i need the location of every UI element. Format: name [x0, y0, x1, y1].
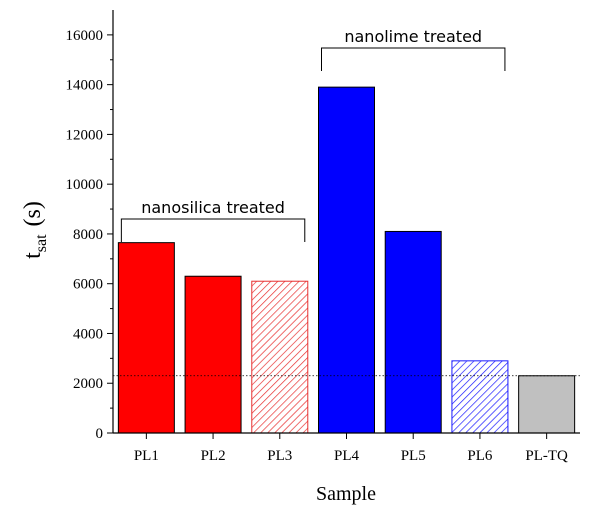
bar-pl3 — [251, 280, 309, 434]
bar-pl4 — [318, 86, 375, 434]
y-tick-label-14000: 14000 — [66, 78, 104, 94]
annotation-label-1: nanosilica treated — [141, 198, 285, 217]
y-tick-label-0: 0 — [96, 426, 104, 442]
y-axis-title-main: t — [20, 252, 46, 259]
x-tick-label-pl5: PL5 — [401, 448, 426, 464]
x-tick-label-pl2: PL2 — [201, 448, 226, 464]
x-tick-label-pl6: PL6 — [467, 448, 493, 464]
bar-pl2 — [184, 275, 242, 434]
x-axis-title: Sample — [316, 483, 376, 505]
y-axis-title-subscript: sat — [33, 234, 50, 252]
bar-pl-tq — [518, 375, 576, 434]
annotation-bracket-1 — [120, 218, 306, 242]
y-tick-label-2000: 2000 — [73, 376, 103, 392]
annotation-label-2: nanolime treated — [344, 27, 482, 46]
bar-pl1 — [117, 242, 175, 434]
bars — [117, 86, 576, 434]
bar-pl5 — [384, 230, 442, 434]
y-tick-label-10000: 10000 — [66, 177, 104, 193]
y-tick-label-4000: 4000 — [73, 326, 103, 342]
x-tick-label-pl1: PL1 — [134, 448, 159, 464]
y-tick-label-12000: 12000 — [66, 127, 104, 143]
y-tick-label-6000: 6000 — [73, 277, 103, 293]
y-axis-title-unit: (s) — [20, 201, 46, 226]
annotation-bracket-2 — [321, 47, 506, 71]
y-tick-label-8000: 8000 — [73, 227, 103, 243]
y-axis-title: tsat (s) — [20, 201, 50, 259]
x-tick-label-pl3: PL3 — [267, 448, 292, 464]
axes: 0 2000 4000 6000 8000 10000 12000 14000 16000 PL1… — [66, 10, 580, 464]
x-tick-label-pl4: PL4 — [334, 448, 360, 464]
x-tick-label-pl-tq: PL-TQ — [525, 448, 568, 464]
annotations: nanosilica treated nanolime treated — [120, 27, 506, 242]
bar-pl6 — [451, 360, 509, 434]
y-tick-label-16000: 16000 — [66, 28, 104, 44]
